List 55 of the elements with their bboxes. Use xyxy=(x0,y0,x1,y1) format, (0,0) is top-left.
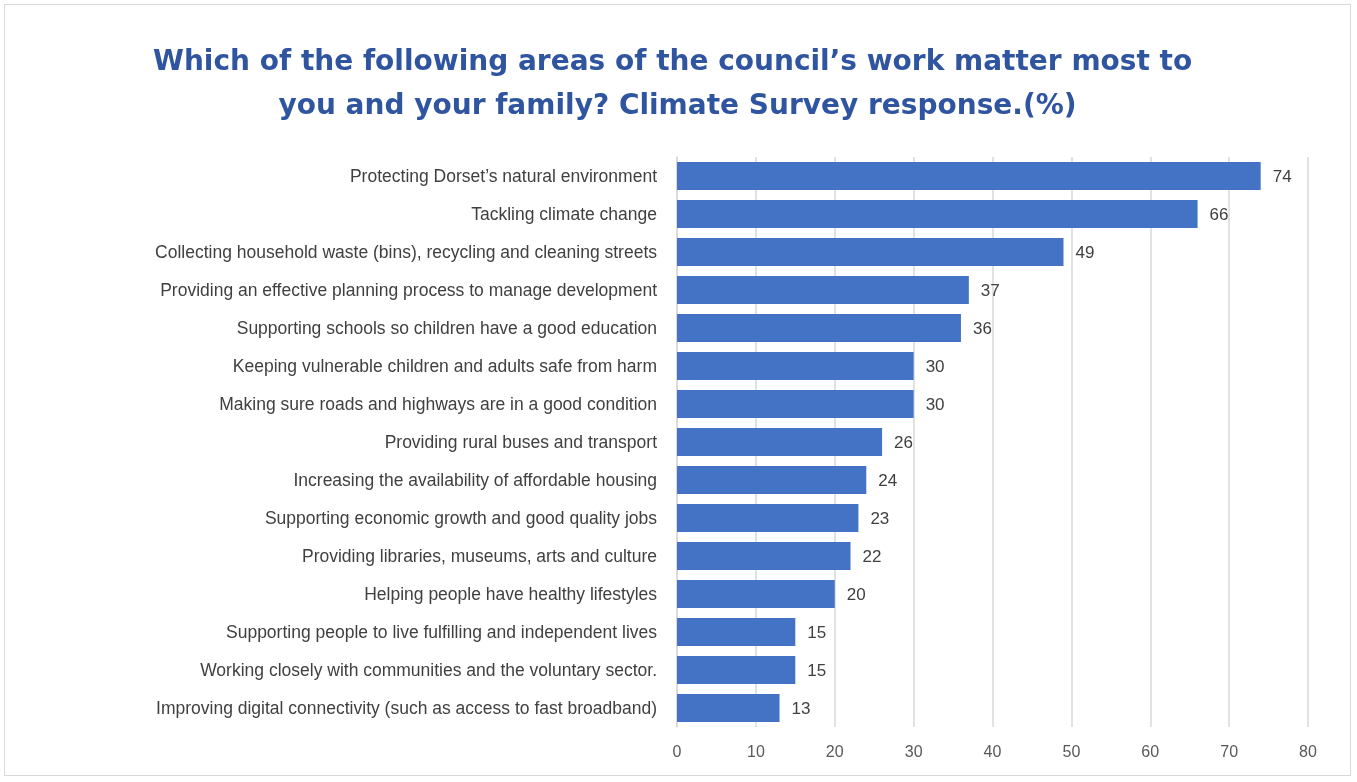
y-tick-label: Increasing the availability of affordable housing xyxy=(293,470,657,490)
bar xyxy=(677,313,961,343)
y-tick-label: Providing libraries, museums, arts and culture xyxy=(301,546,657,566)
x-tick-label: 30 xyxy=(904,742,923,760)
x-tick-label: 60 xyxy=(1141,742,1160,760)
data-label: 36 xyxy=(972,318,992,338)
data-label: 24 xyxy=(878,470,898,490)
data-label: 13 xyxy=(791,698,811,718)
data-label: 15 xyxy=(807,622,827,642)
bar xyxy=(677,465,867,495)
y-tick-label: Making sure roads and highways are in a good condition xyxy=(219,394,657,414)
bar xyxy=(677,237,1064,267)
bar xyxy=(677,541,851,571)
data-label: 49 xyxy=(1075,242,1095,262)
y-tick-label: Providing rural buses and transport xyxy=(384,432,658,452)
chart-title: Which of the following areas of the council’s work matter most to you and your family? Climate Survey response.(%) xyxy=(153,43,1202,121)
data-label: 20 xyxy=(846,584,866,604)
data-label: 37 xyxy=(980,280,1000,300)
bar xyxy=(677,579,835,609)
data-label: 22 xyxy=(862,546,882,566)
y-tick-label: Supporting schools so children have a good education xyxy=(236,318,657,338)
bar xyxy=(677,199,1198,229)
x-tick-label: 10 xyxy=(746,742,765,760)
x-tick-label: 0 xyxy=(672,742,682,760)
data-label: 23 xyxy=(870,508,890,528)
data-label: 30 xyxy=(925,356,945,376)
y-tick-label: Supporting people to live fulfilling and independent lives xyxy=(226,622,658,642)
data-label: 66 xyxy=(1209,204,1229,224)
y-tick-label: Collecting household waste (bins), recycling and cleaning streets xyxy=(155,242,658,262)
y-tick-label: Improving digital connectivity (such as access to fast broadband) xyxy=(156,698,657,718)
bar xyxy=(677,503,859,533)
data-label: 15 xyxy=(807,660,827,680)
bar xyxy=(677,693,780,723)
x-tick-label: 50 xyxy=(1062,742,1081,760)
y-tick-label: Tackling climate change xyxy=(471,204,657,224)
y-tick-label: Supporting economic growth and good quality jobs xyxy=(264,508,658,528)
y-tick-label: Providing an effective planning process to manage development xyxy=(160,280,658,300)
data-label: 30 xyxy=(925,394,945,414)
x-tick-label: 80 xyxy=(1299,742,1317,760)
data-label: 74 xyxy=(1272,166,1292,186)
y-tick-label: Working closely with communities and the voluntary sector. xyxy=(200,660,657,680)
data-label: 26 xyxy=(894,432,913,452)
y-tick-label: Keeping vulnerable children and adults safe from harm xyxy=(232,356,657,376)
x-tick-label: 20 xyxy=(825,742,844,760)
y-tick-label: Protecting Dorset’s natural environment xyxy=(349,166,658,186)
bar xyxy=(677,617,796,647)
bar xyxy=(677,161,1261,191)
x-tick-label: 40 xyxy=(983,742,1002,760)
y-tick-label: Helping people have healthy lifestyles xyxy=(364,584,658,604)
bar xyxy=(677,655,796,685)
bar xyxy=(677,389,914,419)
x-tick-label: 70 xyxy=(1220,742,1239,760)
bar xyxy=(677,275,969,305)
bar xyxy=(677,351,914,381)
bar xyxy=(677,427,883,457)
